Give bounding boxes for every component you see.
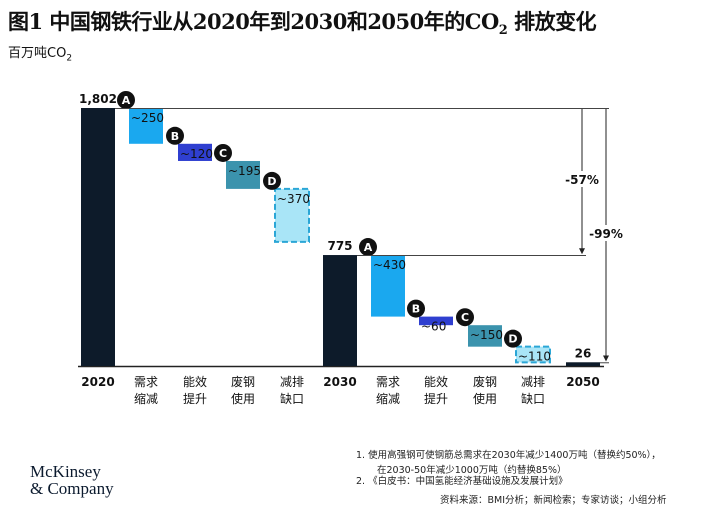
- x-label-line2-9: 缺口: [521, 391, 545, 406]
- bar-delta-value-1: ~250: [131, 111, 164, 125]
- bar-delta-2: [178, 143, 212, 161]
- marker-letter-7: B: [412, 303, 420, 316]
- annotation-99-bg: [588, 225, 624, 241]
- bar-total-2020: [81, 108, 115, 366]
- marker-circle-6: [359, 238, 377, 257]
- bar-total-value-2020: 1,802: [79, 92, 117, 106]
- bar-delta-4: [274, 187, 310, 243]
- footnote-1: 1. 使用高强钢可使钢筋总需求在2030年减少1400万吨（替换约50%），: [356, 450, 661, 461]
- chart-title-text: 图1 中国钢铁行业从2020年到2030和2050年的CO: [8, 9, 499, 34]
- bar-delta-3: [226, 160, 260, 189]
- chart-title-subscript: 2: [498, 23, 508, 39]
- x-label-line1-6: 需求: [376, 375, 400, 389]
- bar-delta-8: [468, 325, 502, 347]
- marker-letter-6: A: [364, 241, 373, 254]
- brand-line-1: McKinsey: [30, 462, 101, 481]
- bar-delta-1: [129, 108, 163, 144]
- x-label-line1-3: 废钢: [231, 374, 255, 389]
- bar-delta-value-9: ~110: [518, 350, 551, 364]
- unit-label-subscript: 2: [66, 53, 73, 64]
- marker-letter-8: C: [461, 311, 469, 324]
- marker-circle-9: [504, 329, 522, 348]
- bar-total-value-2030: 775: [327, 239, 352, 253]
- x-label-line2-2: 提升: [183, 391, 207, 406]
- x-label-line1-8: 废钢: [473, 374, 497, 389]
- marker-circle-1: [117, 91, 135, 109]
- x-label-2050: 2050: [566, 375, 599, 389]
- annotation-99: -99%: [589, 227, 623, 241]
- bar-total-2050: [566, 362, 600, 366]
- footnote-1-cont: 在2030-50年减少1000万吨（约替换85%）: [377, 465, 567, 476]
- unit-label-text: 百万吨CO: [8, 46, 67, 61]
- x-label-line2-3: 使用: [231, 391, 255, 406]
- unit-label: 百万吨CO2: [8, 42, 72, 64]
- marker-letter-9: D: [508, 333, 517, 346]
- marker-circle-4: [263, 171, 281, 190]
- marker-circle-7: [407, 299, 425, 318]
- marker-letter-3: C: [219, 147, 227, 160]
- marker-letter-2: B: [171, 130, 179, 143]
- x-label-line2-4: 缺口: [280, 391, 304, 406]
- bar-delta-6: [371, 255, 405, 317]
- marker-letter-1: A: [122, 94, 131, 107]
- bar-total-value-2050: 26: [575, 346, 592, 360]
- marker-circle-8: [456, 308, 474, 327]
- mckinsey-logo: McKinsey & Company: [30, 463, 114, 497]
- bar-delta-value-2: ~120: [180, 147, 213, 161]
- x-label-line2-6: 缩减: [376, 391, 400, 406]
- x-label-line2-8: 使用: [473, 391, 497, 406]
- x-label-2030: 2030: [323, 375, 356, 389]
- source-note: 资料来源：BMI分析；新闻检索；专家访谈；小组分析: [440, 495, 667, 506]
- bar-delta-value-4: ~370: [277, 192, 310, 206]
- annotation-57-bg: [564, 171, 600, 187]
- bar-delta-value-7: ~60: [421, 320, 446, 334]
- x-label-line1-2: 能效: [183, 374, 207, 389]
- bar-delta-value-3: ~195: [228, 164, 261, 178]
- x-label-line1-4: 减排: [280, 375, 304, 389]
- marker-circle-2: [166, 126, 184, 145]
- x-label-line2-7: 提升: [424, 391, 448, 406]
- marker-circle-3: [214, 143, 232, 162]
- x-label-line1-1: 需求: [134, 375, 158, 389]
- bar-delta-7: [419, 316, 453, 326]
- chart-title: 图1 中国钢铁行业从2020年到2030和2050年的CO2 排放变化: [8, 6, 597, 39]
- bar-delta-value-6: ~430: [373, 258, 406, 272]
- bar-total-2030: [323, 255, 357, 366]
- x-label-line2-1: 缩减: [134, 391, 158, 406]
- footnote-2: 2. 《白皮书：中国氢能经济基础设施及发展计划》: [356, 476, 568, 487]
- bar-delta-value-8: ~150: [470, 328, 503, 342]
- bar-delta-9: [515, 345, 551, 364]
- marker-letter-4: D: [267, 175, 276, 188]
- x-label-line1-9: 减排: [521, 375, 545, 389]
- x-label-line1-7: 能效: [424, 374, 448, 389]
- brand-line-2: & Company: [30, 479, 114, 498]
- annotation-57: -57%: [565, 173, 599, 187]
- x-label-2020: 2020: [81, 375, 114, 389]
- chart-title-suffix: 排放变化: [507, 9, 597, 34]
